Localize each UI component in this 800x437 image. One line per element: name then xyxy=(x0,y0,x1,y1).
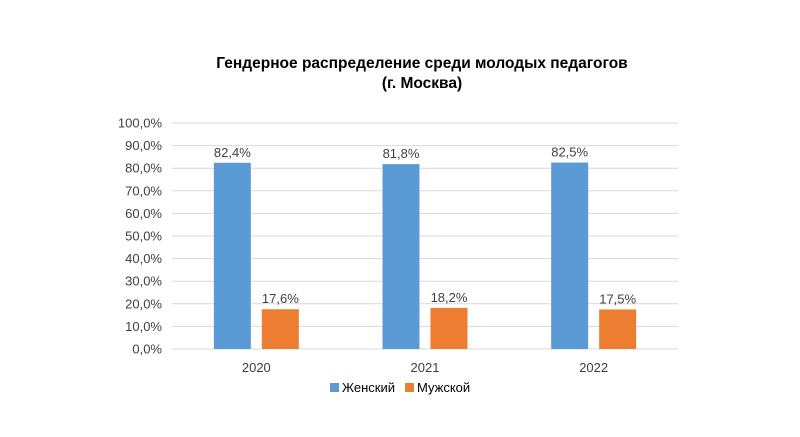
chart-title: Гендерное распределение среди молодых пе… xyxy=(0,54,800,94)
chart-title-line2: (г. Москва) xyxy=(381,75,463,92)
y-tick-label: 20,0% xyxy=(125,296,162,311)
y-tick-label: 10,0% xyxy=(125,319,162,334)
y-tick-label: 80,0% xyxy=(125,161,162,176)
bar xyxy=(551,162,589,349)
bar xyxy=(430,307,468,349)
bars xyxy=(213,162,637,349)
chart-title-line1: Гендерное распределение среди молодых пе… xyxy=(216,55,628,72)
gridlines xyxy=(172,122,678,350)
y-tick-label: 70,0% xyxy=(125,183,162,198)
data-label: 18,2% xyxy=(431,290,468,305)
y-tick-label: 90,0% xyxy=(125,138,162,153)
data-label: 82,4% xyxy=(214,145,251,160)
data-labels: 82,4% 17,6% 81,8% 18,2% 82,5% 17,5% xyxy=(214,145,637,307)
legend-label: Женский xyxy=(342,380,395,395)
y-tick-label: 50,0% xyxy=(125,229,162,244)
legend-swatch xyxy=(330,383,339,392)
y-axis: 0,0% 10,0% 20,0% 30,0% 40,0% 50,0% 60,0% 70,0% 8… xyxy=(118,116,163,357)
y-tick-label: 30,0% xyxy=(125,274,162,289)
data-label: 17,6% xyxy=(262,291,299,306)
x-axis: 2020 2021 2022 xyxy=(242,360,608,375)
x-tick-label: 2022 xyxy=(579,360,608,375)
y-tick-label: 100,0% xyxy=(118,116,163,131)
data-label: 17,5% xyxy=(599,291,636,306)
legend-label: Мужской xyxy=(417,380,470,395)
bar xyxy=(261,309,299,349)
y-tick-label: 0,0% xyxy=(132,342,162,357)
legend: Женский Мужской xyxy=(330,380,470,395)
x-tick-label: 2021 xyxy=(411,360,440,375)
data-label: 81,8% xyxy=(383,146,420,161)
bar xyxy=(599,309,637,349)
y-tick-label: 60,0% xyxy=(125,206,162,221)
x-tick-label: 2020 xyxy=(242,360,271,375)
data-label: 82,5% xyxy=(551,145,588,160)
y-tick-label: 40,0% xyxy=(125,251,162,266)
legend-swatch xyxy=(405,383,414,392)
bar xyxy=(382,164,420,349)
bar xyxy=(213,162,251,349)
